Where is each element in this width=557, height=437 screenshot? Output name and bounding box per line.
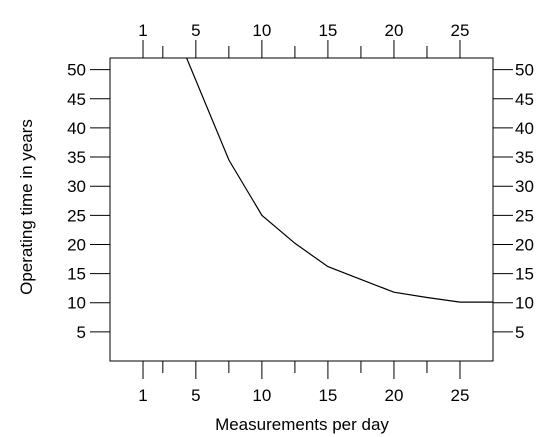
y-tick-label-left: 25 <box>67 206 86 225</box>
y-tick-label-left: 40 <box>67 119 86 138</box>
x-tick-label-top: 25 <box>451 21 470 40</box>
y-tick-label-right: 10 <box>515 294 534 313</box>
y-tick-label-left: 30 <box>67 177 86 196</box>
x-tick-label-top: 15 <box>318 21 337 40</box>
x-tick-label-bottom: 1 <box>138 386 147 405</box>
y-tick-label-left: 20 <box>67 235 86 254</box>
y-axis-title: Operating time in years <box>17 119 36 295</box>
x-tick-label-bottom: 10 <box>252 386 271 405</box>
y-tick-label-left: 15 <box>67 265 86 284</box>
y-tick-label-right: 30 <box>515 177 534 196</box>
y-tick-label-right: 50 <box>515 61 534 80</box>
y-tick-label-right: 25 <box>515 206 534 225</box>
x-tick-label-top: 1 <box>138 21 147 40</box>
x-tick-label-top: 10 <box>252 21 271 40</box>
y-tick-label-left: 5 <box>77 323 86 342</box>
x-tick-label-bottom: 25 <box>451 386 470 405</box>
y-tick-label-right: 35 <box>515 148 534 167</box>
x-tick-label-bottom: 15 <box>318 386 337 405</box>
y-tick-label-left: 50 <box>67 61 86 80</box>
y-tick-label-right: 5 <box>515 323 524 342</box>
x-tick-label-bottom: 5 <box>191 386 200 405</box>
y-tick-label-right: 15 <box>515 265 534 284</box>
x-tick-label-top: 5 <box>191 21 200 40</box>
y-tick-label-right: 20 <box>515 235 534 254</box>
y-tick-label-left: 10 <box>67 294 86 313</box>
plot-frame <box>109 57 494 362</box>
y-tick-label-left: 45 <box>67 90 86 109</box>
y-tick-label-left: 35 <box>67 148 86 167</box>
y-tick-label-right: 40 <box>515 119 534 138</box>
x-tick-label-top: 20 <box>384 21 403 40</box>
y-tick-label-right: 45 <box>515 90 534 109</box>
series-line <box>186 58 493 303</box>
x-tick-label-bottom: 20 <box>384 386 403 405</box>
x-axis-title: Measurements per day <box>215 415 389 434</box>
